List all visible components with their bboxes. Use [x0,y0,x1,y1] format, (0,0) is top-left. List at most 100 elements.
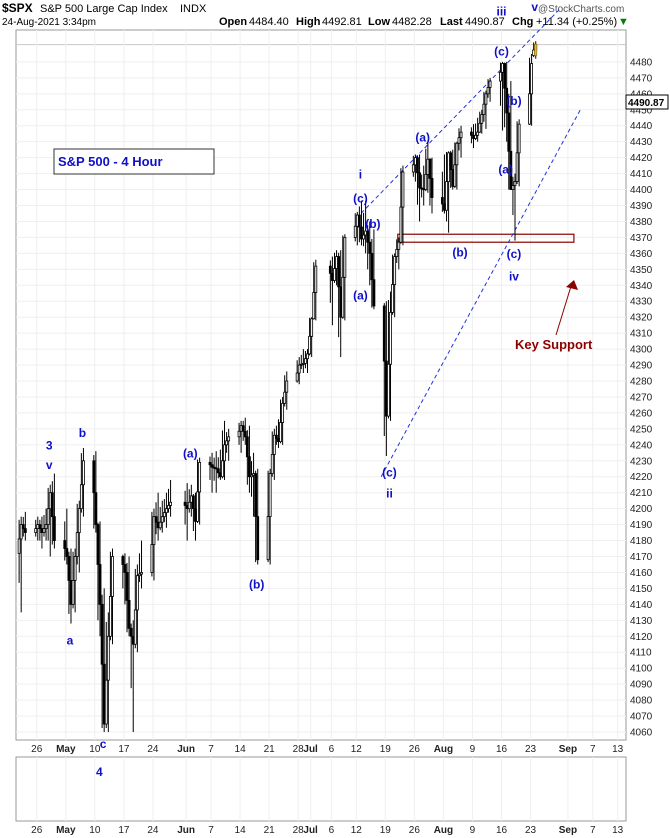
chart-title-box [53,148,215,175]
lower-panel-wave-label: 4 [96,765,103,779]
candle-body [314,265,318,293]
x-axis-labels: 26 26 May May 10 10 17 17 24 24 Jun Jun 7 7 14 14 21 21 28… [31,744,624,836]
y-tick-label: 4190 [630,520,653,531]
candle-body [223,444,226,462]
lower-x-tick-label: 23 [525,825,537,836]
y-tick-label: 4440 [630,121,653,132]
x-tick-label: 28 [293,744,305,755]
candle-body [187,501,191,510]
candle-body [75,532,79,557]
wave-labels-layer: 3 v b a c (a) (b) i (c) (b) (a) (c) ii (a) (b) iii (c) (b… [46,0,539,751]
last-candle-highlight [534,43,538,56]
candle-body [23,528,27,533]
candle-body [250,474,253,478]
candle-body [100,603,104,665]
x-tick-label: Jul [303,744,318,755]
candle-body [387,363,390,417]
candle-body [499,71,502,82]
last-value: 4490.87 [465,16,505,28]
wave-label: (a) [498,163,513,177]
candle-body [167,505,170,510]
y-tick-label: 4270 [630,392,653,403]
lower-x-tick-label: 10 [89,825,101,836]
candle-body [210,464,214,468]
candle-body [44,524,48,529]
candle-body [21,524,25,529]
chart-datetime: 24-Aug-2021 3:34pm [2,17,96,28]
wave-label: v [46,458,53,472]
wave-label: (c) [507,247,522,261]
candle-body [304,358,307,364]
y-tick-label: 4360 [630,249,653,260]
x-tick-label: 26 [31,744,43,755]
lower-x-tick-label: Jun [177,825,195,836]
lower-x-tick-label: 21 [264,825,276,836]
lower-x-tick-label: Aug [434,825,453,836]
candle-body [285,380,289,393]
wave-label: (a) [353,289,368,303]
y-tick-label: 4380 [630,217,653,228]
y-tick-label: 4330 [630,297,653,308]
stockcharts-watermark: @StockCharts.com [538,4,624,15]
wave-label: b [79,426,86,440]
candle-body [507,112,511,152]
x-tick-label: 7 [208,744,214,755]
y-tick-label: 4130 [630,616,653,627]
candle-body [515,152,519,182]
candle-body [121,556,125,565]
x-tick-label: 23 [525,744,537,755]
candle-body [123,564,127,573]
high-value: 4492.81 [322,16,362,28]
lower-x-tick-label: 16 [496,825,508,836]
candle-body [382,305,386,362]
y-tick-label: 4430 [630,137,653,148]
candle-body [133,609,137,645]
y-tick-label: 4300 [630,345,653,356]
candle-body [162,512,166,518]
candles-layer [17,41,538,733]
x-tick-label: 19 [380,744,392,755]
last-price-tag: 4490.87 [628,98,665,109]
lower-x-tick-label: 12 [351,825,363,836]
x-tick-label: 6 [329,744,335,755]
candle-body [395,248,399,257]
x-tick-label: Aug [434,744,453,755]
candle-body [530,63,533,95]
candle-body [138,573,141,577]
candle-body [274,434,278,439]
candle-body [127,599,131,629]
candle-body [480,114,484,124]
candle-body [372,279,376,307]
candle-body [486,87,490,95]
candle-body [366,230,370,243]
candle-body [254,473,258,518]
y-tick-label: 4110 [630,648,652,659]
candle-body [357,214,361,228]
candle-body [449,152,453,171]
price-plot-area [15,29,627,741]
candle-body [256,516,260,561]
y-tick-label: 4280 [630,377,653,388]
wave-label: (b) [249,577,264,591]
y-tick-label: 4150 [630,584,653,595]
candle-body [38,524,42,529]
candle-body [198,461,202,493]
wave-label: iii [497,5,507,19]
y-tick-label: 4420 [630,153,653,164]
candle-body [484,93,488,105]
candle-body [440,197,444,205]
candle-body [397,241,401,250]
candle-body [457,137,461,144]
candle-body [94,492,98,526]
y-tick-label: 4220 [630,472,653,483]
wave-label: (b) [506,94,521,108]
candle-body [528,93,531,125]
y-tick-label: 4090 [630,680,653,691]
y-tick-label: 4410 [630,169,653,180]
candle-body [196,491,199,522]
candle-body [306,353,309,360]
candle-body [353,225,357,238]
candle-body [517,123,521,154]
candle-body [154,516,158,523]
candle-body [34,528,38,533]
